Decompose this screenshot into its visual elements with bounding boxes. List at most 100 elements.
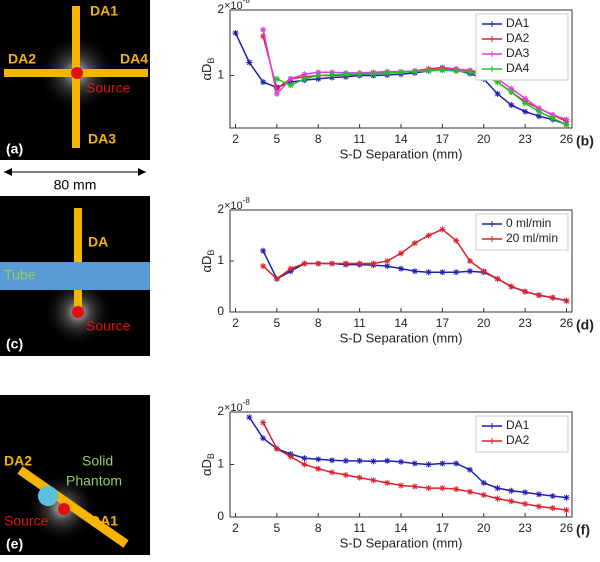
- label: DA4: [120, 51, 148, 67]
- data-point: [508, 498, 515, 505]
- data-point: [508, 102, 515, 109]
- data-point: [508, 283, 515, 290]
- legend-marker: [489, 66, 495, 72]
- data-point: [398, 482, 404, 489]
- data-point: [549, 111, 556, 118]
- data-point: [370, 458, 377, 465]
- series-line: [262, 250, 567, 302]
- data-point: [384, 69, 391, 76]
- x-axis-label: S-D Separation (mm): [340, 330, 463, 345]
- data-point: [329, 71, 336, 78]
- data-point: [563, 297, 570, 304]
- y-multiplier-exp: -8: [243, 0, 251, 5]
- data-point: [563, 121, 570, 128]
- data-point: [535, 113, 542, 120]
- label: Phantom: [66, 473, 122, 489]
- data-point: [439, 460, 446, 467]
- label: DA2: [4, 453, 32, 469]
- data-point: [549, 493, 556, 499]
- data-point: [466, 258, 473, 264]
- label: Source: [86, 318, 131, 334]
- data-point: [398, 265, 404, 272]
- x-tick-label: 5: [274, 316, 281, 330]
- data-point: [549, 505, 556, 512]
- data-point: [398, 69, 404, 76]
- data-point: [535, 292, 542, 299]
- x-tick-label: 11: [353, 521, 366, 535]
- data-point: [466, 488, 473, 495]
- x-tick-label: 5: [274, 132, 281, 146]
- plot: [246, 414, 570, 514]
- data-point: [287, 265, 294, 272]
- data-point: [535, 108, 542, 115]
- panel-label: (f): [576, 522, 590, 538]
- data-point: [439, 485, 446, 492]
- data-point: [329, 469, 336, 476]
- data-point: [342, 260, 349, 267]
- scale-label: 80 mm: [54, 177, 97, 193]
- y-tick-label: 2: [217, 2, 224, 16]
- data-point: [466, 268, 473, 275]
- panel-label: (a): [6, 141, 23, 157]
- x-tick-label: 5: [274, 521, 281, 535]
- x-axis-label: S-D Separation (mm): [340, 146, 463, 161]
- diagram-e: DA2 Solid Phantom Source DA1 (e): [0, 395, 150, 555]
- data-point: [522, 500, 529, 507]
- legend-label: DA3: [506, 46, 530, 60]
- legend-marker: [489, 36, 495, 42]
- data-point: [439, 269, 446, 276]
- data-point: [287, 79, 294, 86]
- legend-marker: [489, 438, 495, 444]
- legend-box: [475, 415, 569, 453]
- x-axis-label: S-D Separation (mm): [340, 535, 463, 550]
- label: DA1: [90, 513, 118, 529]
- data-point: [342, 457, 349, 464]
- series-line: [276, 69, 567, 126]
- data-point: [425, 269, 432, 276]
- label: DA1: [90, 3, 118, 19]
- data-point: [329, 260, 336, 267]
- x-tick-label: 14: [394, 316, 408, 330]
- y-tick-label: 0: [217, 304, 224, 318]
- x-tick-label: 8: [315, 132, 322, 146]
- data-point: [260, 435, 267, 442]
- data-point: [480, 268, 487, 275]
- y-axis-label: αDB: [199, 58, 216, 81]
- data-point: [232, 29, 239, 36]
- label: Source: [4, 513, 49, 529]
- y-multiplier-exp: -8: [243, 398, 251, 407]
- data-point: [453, 269, 460, 276]
- panel-label: (c): [6, 336, 23, 352]
- legend-label: DA2: [506, 433, 530, 447]
- data-point: [522, 108, 529, 115]
- data-point: [260, 33, 267, 40]
- data-point: [356, 457, 363, 464]
- data-point: [563, 494, 570, 501]
- data-point: [329, 457, 336, 464]
- legend-marker: [489, 236, 495, 242]
- data-point: [384, 457, 391, 464]
- data-point: [246, 59, 253, 66]
- y-multiplier: ×10-8: [224, 0, 250, 12]
- data-point: [246, 414, 253, 421]
- data-point: [315, 75, 322, 82]
- legend-label: 0 ml/min: [506, 216, 551, 230]
- x-tick-label: 26: [560, 316, 574, 330]
- data-point: [494, 90, 501, 97]
- label: Source: [86, 80, 131, 96]
- data-point: [480, 479, 487, 486]
- y-axis-label-main: αD: [199, 256, 214, 273]
- data-point: [549, 294, 556, 301]
- x-tick-label: 17: [436, 521, 450, 535]
- data-point: [508, 88, 515, 95]
- data-point: [398, 250, 404, 257]
- data-point: [535, 503, 542, 510]
- data-point: [315, 69, 322, 76]
- data-point: [370, 260, 377, 267]
- y-axis-label-sub: B: [206, 453, 216, 459]
- data-point: [273, 75, 280, 82]
- y-axis-label: αDB: [199, 453, 216, 476]
- data-point: [453, 460, 460, 467]
- y-tick-label: 2: [217, 202, 224, 216]
- data-point: [522, 288, 529, 295]
